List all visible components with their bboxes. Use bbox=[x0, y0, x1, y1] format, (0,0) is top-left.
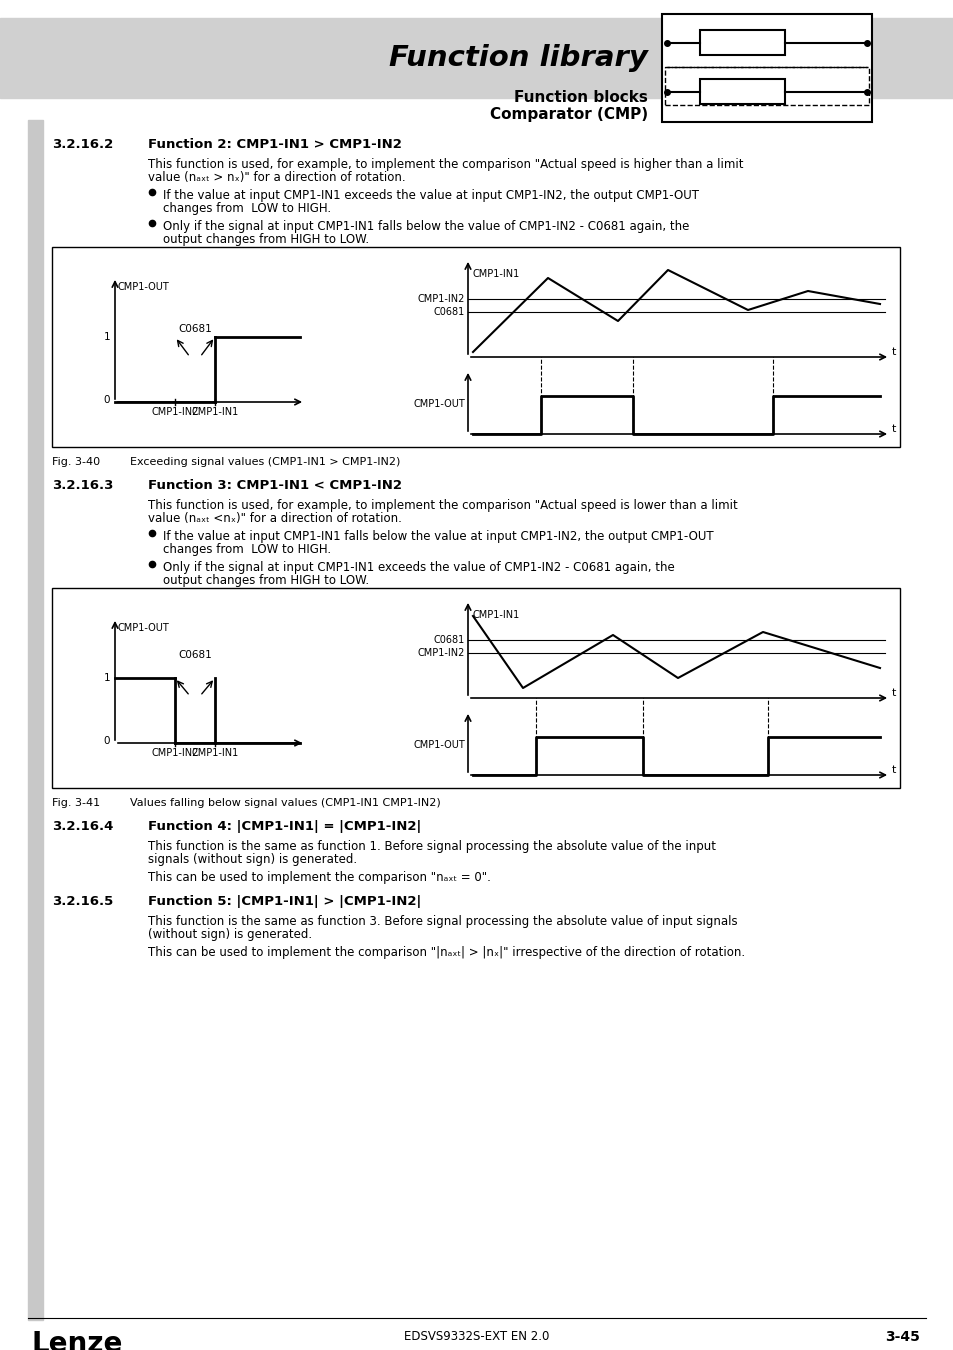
Text: t: t bbox=[891, 688, 896, 698]
Text: CMP1-IN1: CMP1-IN1 bbox=[473, 610, 519, 620]
Bar bbox=[52, 247, 899, 447]
Text: If the value at input CMP1-IN1 exceeds the value at input CMP1-IN2, the output C: If the value at input CMP1-IN1 exceeds t… bbox=[163, 189, 699, 202]
Text: CMP1-IN1: CMP1-IN1 bbox=[473, 269, 519, 279]
Text: CMP1-IN2: CMP1-IN2 bbox=[152, 748, 198, 757]
Text: Lenze: Lenze bbox=[32, 1330, 123, 1350]
Text: This can be used to implement the comparison "nₐₓₜ = 0".: This can be used to implement the compar… bbox=[148, 871, 491, 884]
Text: CMP1-OUT: CMP1-OUT bbox=[118, 282, 170, 292]
Text: This function is used, for example, to implement the comparison "Actual speed is: This function is used, for example, to i… bbox=[148, 500, 737, 512]
Text: Function blocks: Function blocks bbox=[514, 90, 647, 105]
Text: Fig. 3-40: Fig. 3-40 bbox=[52, 458, 100, 467]
Bar bbox=[664, 68, 868, 105]
Text: t: t bbox=[891, 347, 896, 356]
Text: Only if the signal at input CMP1-IN1 falls below the value of CMP1-IN2 - C0681 a: Only if the signal at input CMP1-IN1 fal… bbox=[163, 220, 689, 234]
Text: Only if the signal at input CMP1-IN1 exceeds the value of CMP1-IN2 - C0681 again: Only if the signal at input CMP1-IN1 exc… bbox=[163, 562, 674, 574]
Text: Function 5: |CMP1-IN1| > |CMP1-IN2|: Function 5: |CMP1-IN1| > |CMP1-IN2| bbox=[148, 895, 421, 909]
Text: CMP1-IN2: CMP1-IN2 bbox=[417, 294, 464, 304]
Text: CMP1-OUT: CMP1-OUT bbox=[118, 622, 170, 633]
Text: t: t bbox=[891, 424, 896, 433]
Text: Values falling below signal values (CMP1-IN1 CMP1-IN2): Values falling below signal values (CMP1… bbox=[130, 798, 440, 809]
Text: C0681: C0681 bbox=[178, 649, 212, 660]
Text: Fig. 3-41: Fig. 3-41 bbox=[52, 798, 100, 809]
Text: CMP1-OUT: CMP1-OUT bbox=[413, 400, 464, 409]
Text: This function is the same as function 3. Before signal processing the absolute v: This function is the same as function 3.… bbox=[148, 915, 737, 927]
Text: 0: 0 bbox=[103, 396, 110, 405]
Text: This function is the same as function 1. Before signal processing the absolute v: This function is the same as function 1.… bbox=[148, 840, 716, 853]
Text: CMP1-IN1: CMP1-IN1 bbox=[192, 406, 238, 417]
Text: output changes from HIGH to LOW.: output changes from HIGH to LOW. bbox=[163, 574, 369, 587]
Text: Function 3: CMP1-IN1 < CMP1-IN2: Function 3: CMP1-IN1 < CMP1-IN2 bbox=[148, 479, 401, 491]
Text: 3.2.16.2: 3.2.16.2 bbox=[52, 138, 113, 151]
Text: CMP1-OUT: CMP1-OUT bbox=[413, 740, 464, 751]
Text: 3.2.16.4: 3.2.16.4 bbox=[52, 819, 113, 833]
Text: 3.2.16.3: 3.2.16.3 bbox=[52, 479, 113, 491]
Bar bbox=[28, 120, 43, 1320]
Text: (without sign) is generated.: (without sign) is generated. bbox=[148, 927, 312, 941]
Text: 3.2.16.5: 3.2.16.5 bbox=[52, 895, 113, 909]
Text: value (nₐₓₜ > nₓ)" for a direction of rotation.: value (nₐₓₜ > nₓ)" for a direction of ro… bbox=[148, 171, 405, 184]
Bar bbox=[700, 30, 784, 55]
Text: If the value at input CMP1-IN1 falls below the value at input CMP1-IN2, the outp: If the value at input CMP1-IN1 falls bel… bbox=[163, 531, 713, 543]
Text: CMP1-IN2: CMP1-IN2 bbox=[417, 648, 464, 657]
Text: changes from  LOW to HIGH.: changes from LOW to HIGH. bbox=[163, 543, 331, 556]
Bar bbox=[700, 80, 784, 104]
Text: 3-45: 3-45 bbox=[884, 1330, 919, 1345]
Text: signals (without sign) is generated.: signals (without sign) is generated. bbox=[148, 853, 356, 865]
Text: 0: 0 bbox=[103, 736, 110, 747]
Text: C0681: C0681 bbox=[178, 324, 212, 333]
Text: This can be used to implement the comparison "|nₐₓₜ| > |nₓ|" irrespective of the: This can be used to implement the compar… bbox=[148, 946, 744, 958]
Text: C0681: C0681 bbox=[434, 634, 464, 645]
Text: 1: 1 bbox=[103, 332, 110, 342]
Text: changes from  LOW to HIGH.: changes from LOW to HIGH. bbox=[163, 202, 331, 215]
Text: Exceeding signal values (CMP1-IN1 > CMP1-IN2): Exceeding signal values (CMP1-IN1 > CMP1… bbox=[130, 458, 400, 467]
Bar bbox=[0, 18, 953, 99]
Text: CMP1-IN1: CMP1-IN1 bbox=[192, 748, 238, 757]
Text: t: t bbox=[891, 765, 896, 775]
Text: Comparator (CMP): Comparator (CMP) bbox=[489, 107, 647, 122]
Text: value (nₐₓₜ <nₓ)" for a direction of rotation.: value (nₐₓₜ <nₓ)" for a direction of rot… bbox=[148, 512, 401, 525]
Text: Function 4: |CMP1-IN1| = |CMP1-IN2|: Function 4: |CMP1-IN1| = |CMP1-IN2| bbox=[148, 819, 421, 833]
Text: EDSVS9332S-EXT EN 2.0: EDSVS9332S-EXT EN 2.0 bbox=[404, 1330, 549, 1343]
Text: Function 2: CMP1-IN1 > CMP1-IN2: Function 2: CMP1-IN1 > CMP1-IN2 bbox=[148, 138, 401, 151]
Bar bbox=[661, 14, 871, 122]
Text: C0681: C0681 bbox=[434, 306, 464, 317]
Bar bbox=[52, 589, 899, 788]
Text: This function is used, for example, to implement the comparison "Actual speed is: This function is used, for example, to i… bbox=[148, 158, 742, 171]
Text: Function library: Function library bbox=[389, 45, 647, 72]
Text: output changes from HIGH to LOW.: output changes from HIGH to LOW. bbox=[163, 234, 369, 246]
Text: CMP1-IN2: CMP1-IN2 bbox=[152, 406, 198, 417]
Text: 1: 1 bbox=[103, 674, 110, 683]
